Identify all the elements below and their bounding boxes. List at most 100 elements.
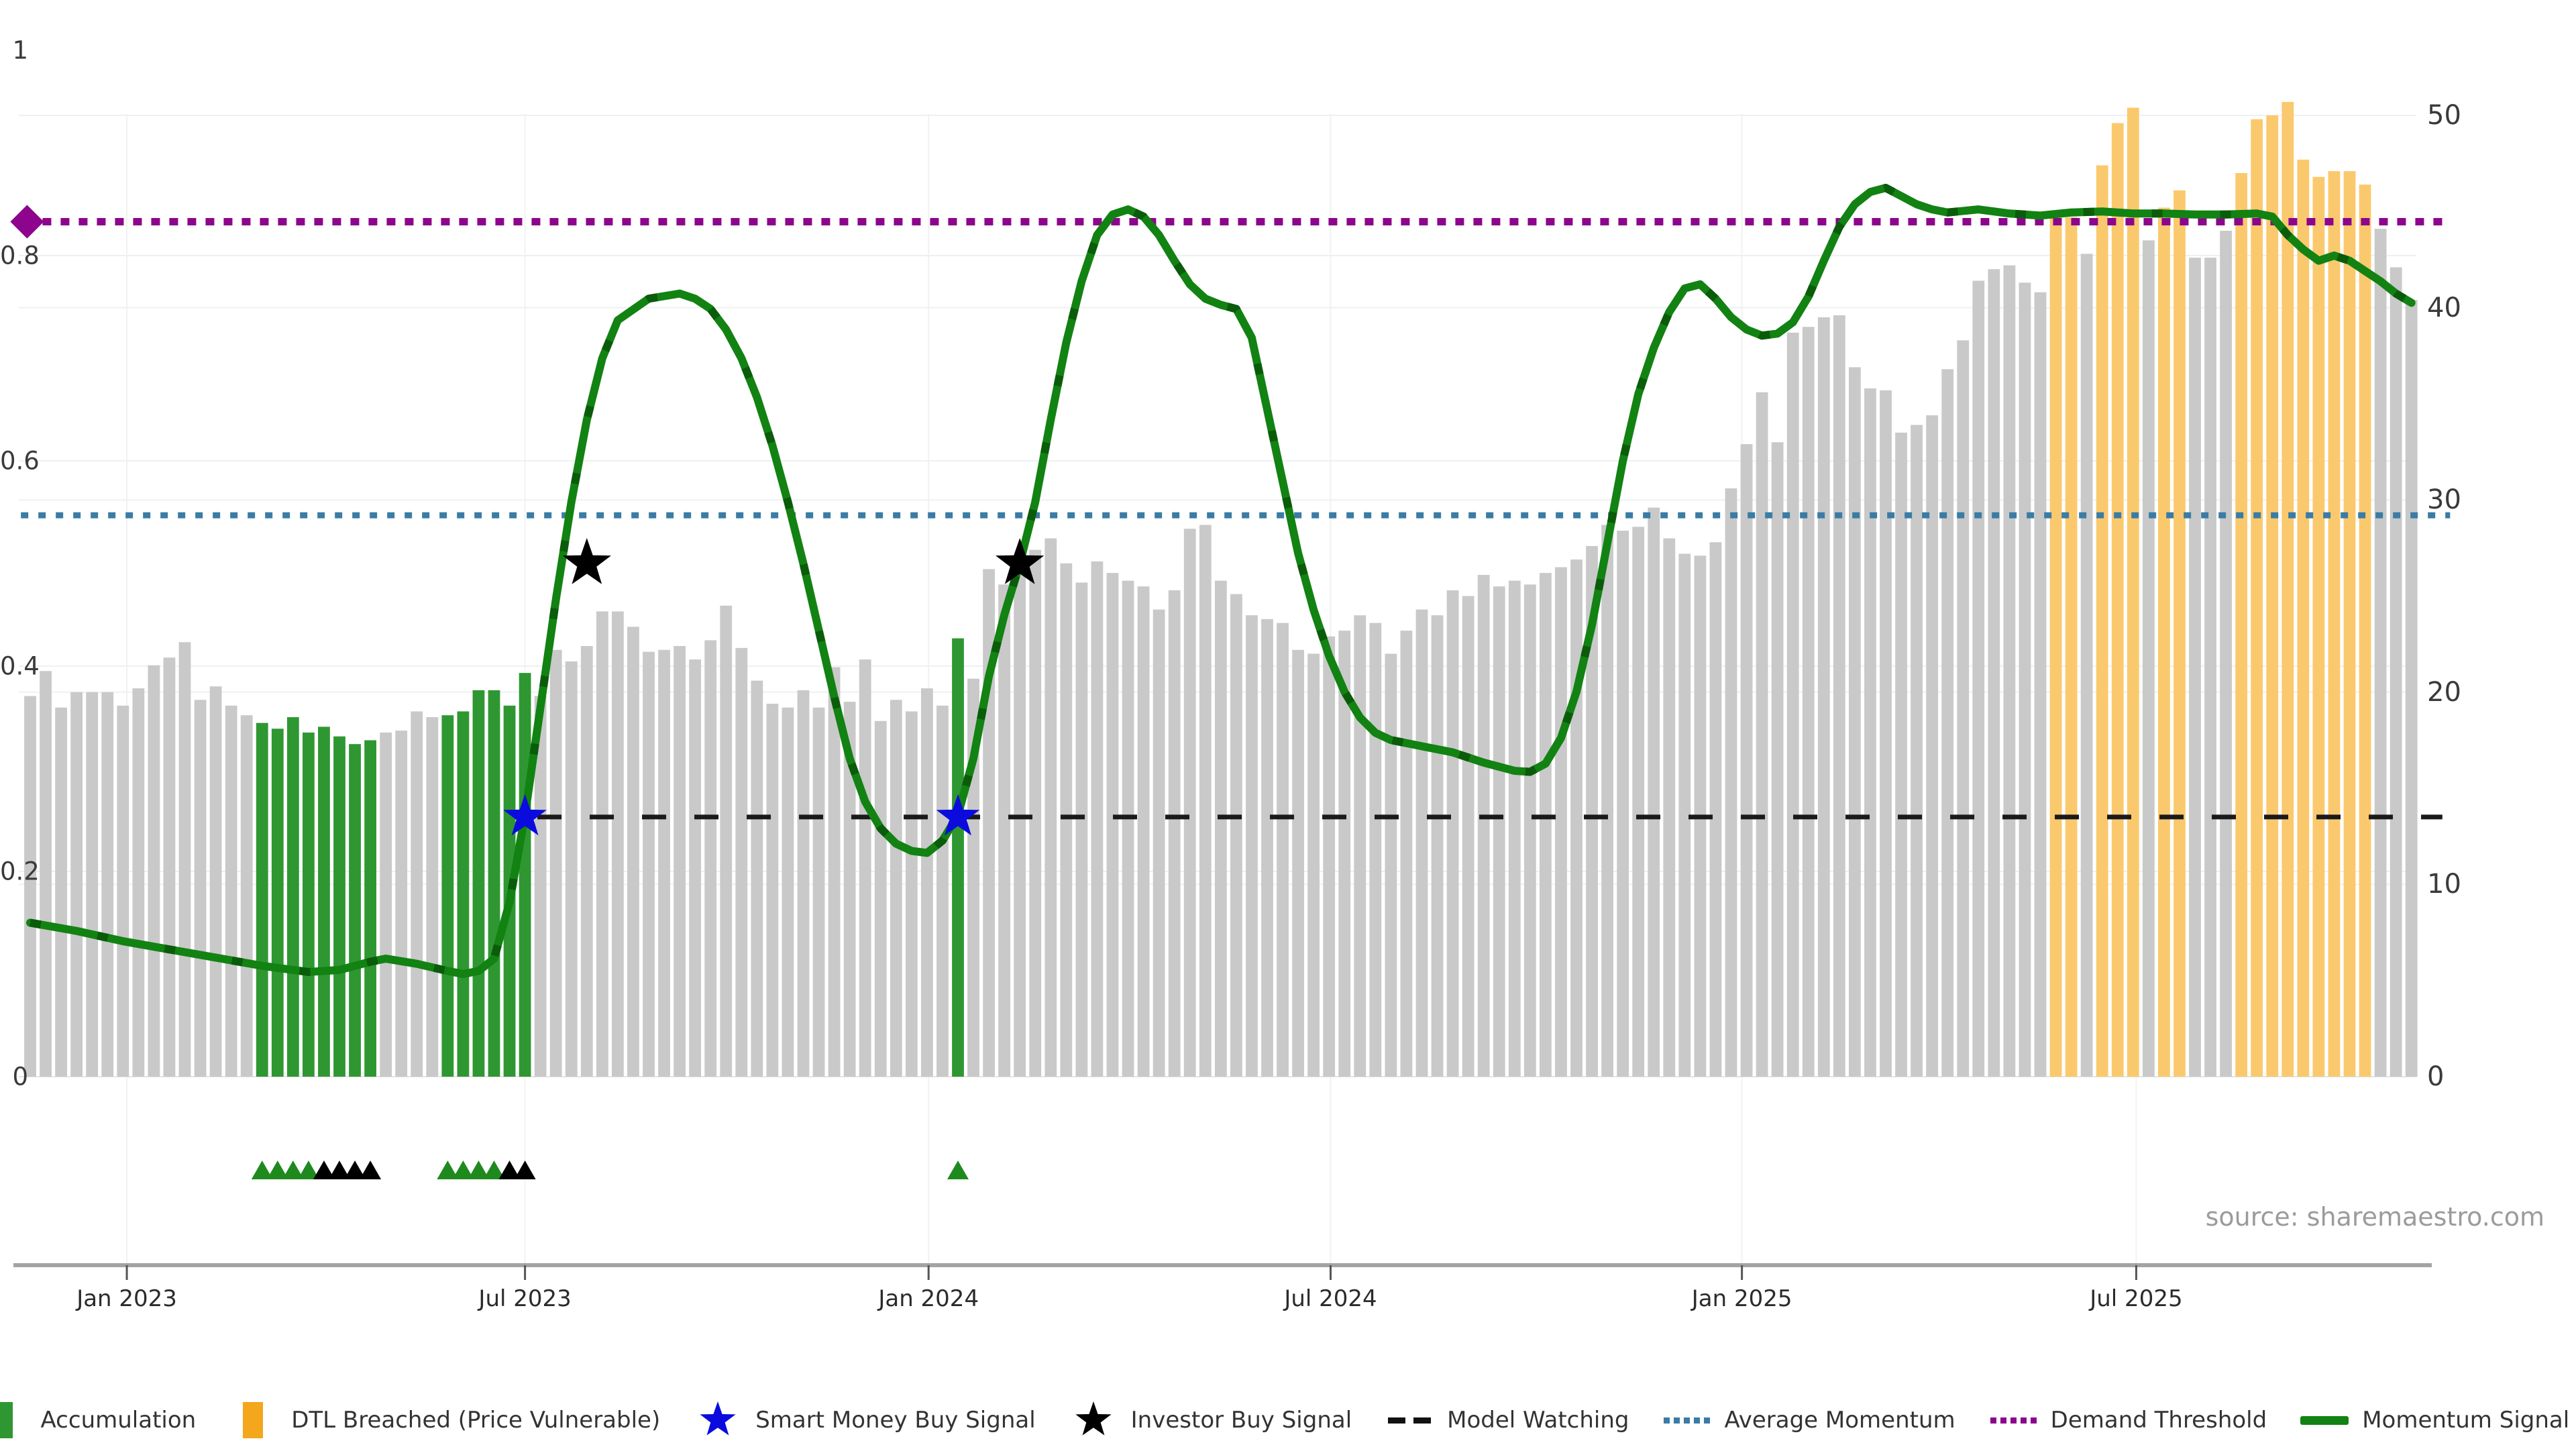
bar-close-price: [2405, 300, 2418, 1077]
accumulation-triangle-black: [498, 1161, 521, 1179]
bar-close-price: [178, 642, 191, 1077]
bar-close-price: [380, 732, 392, 1077]
accumulation-triangle-green: [251, 1161, 273, 1179]
bar-close-price: [1137, 586, 1150, 1077]
bar-accumulation: [333, 736, 345, 1077]
bar-close-price: [1014, 574, 1026, 1077]
demand-threshold-diamond: [10, 205, 44, 239]
x-axis-tick-label: Jan 2024: [878, 1285, 979, 1312]
y-axis-right-tick-label: 20: [2427, 676, 2461, 708]
bar-close-price: [2189, 258, 2201, 1077]
bar-close-price: [612, 611, 624, 1077]
legend-item-demand-threshold: Demand Threshold: [1986, 1399, 2267, 1442]
bar-close-price: [1957, 340, 1970, 1077]
y-axis-right-tick-label: 0: [2427, 1061, 2445, 1092]
bar-accumulation: [303, 732, 315, 1077]
bar-close-price: [1648, 507, 1660, 1077]
y-axis-right-tick-label: 10: [2427, 869, 2461, 900]
accumulation-triangle-green: [468, 1161, 490, 1179]
bar-close-price: [86, 692, 99, 1077]
bar-close-price: [1152, 609, 1165, 1077]
smart-money-buy-star: [503, 794, 547, 836]
bar-close-price: [1817, 317, 1830, 1077]
accumulation-triangle-green: [483, 1161, 505, 1179]
x-axis-tick-label: Jul 2024: [1284, 1285, 1377, 1312]
y-axis-right-tick-label: 50: [2427, 100, 2461, 131]
bar-close-price: [1941, 369, 1954, 1077]
bar-close-price: [1756, 392, 1768, 1077]
bar-accumulation: [519, 673, 531, 1077]
bar-close-price: [1586, 545, 1598, 1077]
bar-close-price: [1663, 538, 1676, 1077]
bar-close-price: [534, 696, 547, 1077]
bar-close-price: [1369, 623, 1382, 1077]
bar-close-price: [1044, 538, 1057, 1077]
bar-accumulation: [488, 690, 500, 1077]
star-swatch-icon: [700, 1401, 736, 1436]
bar-dtl-breached: [2065, 217, 2078, 1077]
bar-close-price: [1431, 615, 1444, 1077]
bar-close-price: [797, 690, 810, 1077]
bar-close-price: [24, 696, 36, 1077]
legend: Close PriceAccumulationDTL Breached (Pri…: [0, 1399, 2576, 1442]
dots-swatch-icon: [1990, 1417, 2037, 1424]
bar-close-price: [1277, 623, 1289, 1077]
bar-dtl-breached: [2049, 215, 2062, 1077]
bar-close-price: [1864, 388, 1876, 1077]
legend-label: Momentum Signal: [2362, 1407, 2570, 1434]
source-note: source: sharemaestro.com: [2205, 1202, 2544, 1232]
legend-label: Smart Money Buy Signal: [755, 1407, 1036, 1434]
bar-dtl-breached: [2266, 115, 2279, 1077]
bar-close-price: [1292, 649, 1304, 1077]
x-axis-tick-label: Jul 2025: [2090, 1285, 2183, 1312]
bar-close-price: [890, 700, 902, 1077]
bar-close-price: [194, 700, 207, 1077]
bar-close-price: [1880, 390, 1892, 1077]
bar-accumulation: [457, 711, 470, 1077]
bar-dtl-breached: [2297, 159, 2310, 1077]
bar-close-price: [40, 671, 52, 1077]
bar-close-price: [921, 688, 933, 1077]
bar-close-price: [1462, 596, 1474, 1077]
bar-close-price: [2204, 258, 2216, 1077]
bar-close-price: [627, 627, 639, 1077]
bar-close-price: [1354, 615, 1366, 1077]
bar-close-price: [2003, 265, 2016, 1077]
bar-close-price: [751, 680, 763, 1077]
legend-label: DTL Breached (Price Vulnerable): [291, 1407, 661, 1434]
investor-buy-star: [996, 538, 1044, 584]
bar-dtl-breached: [2127, 107, 2139, 1077]
bar-close-price: [2080, 254, 2093, 1077]
bar-close-price: [1725, 488, 1737, 1077]
legend-item-investor-buy-signal: Investor Buy Signal: [1067, 1399, 1352, 1442]
legend-label: Accumulation: [40, 1407, 197, 1434]
bar-swatch-icon: [0, 1402, 13, 1438]
accumulation-triangle-green: [947, 1161, 969, 1179]
bar-close-price: [240, 715, 253, 1077]
bar-close-price: [225, 705, 237, 1077]
bar-close-price: [70, 692, 83, 1077]
bar-close-price: [1230, 594, 1242, 1077]
bar-close-price: [1415, 609, 1428, 1077]
bar-dtl-breached: [2158, 207, 2170, 1077]
bar-close-price: [1972, 280, 1985, 1077]
legend-item-accumulation: Accumulation: [0, 1399, 196, 1442]
bar-close-price: [1060, 563, 1073, 1077]
bar-close-price: [1385, 653, 1397, 1077]
bar-close-price: [1446, 590, 1459, 1077]
accumulation-triangle-green: [282, 1161, 304, 1179]
bar-close-price: [1246, 615, 1258, 1077]
bar-accumulation: [256, 722, 268, 1077]
x-axis-tick-label: Jan 2025: [1691, 1285, 1792, 1312]
bar-close-price: [1307, 653, 1320, 1077]
bar-close-price: [1926, 415, 1939, 1077]
legend-item-model-watching: Model Watching: [1383, 1399, 1629, 1442]
bar-close-price: [1802, 327, 1815, 1077]
dots-swatch-icon: [1664, 1417, 1711, 1424]
bar-close-price: [2220, 230, 2232, 1077]
bar-dtl-breached: [2096, 165, 2108, 1077]
bar-accumulation: [472, 690, 485, 1077]
bar-close-price: [580, 646, 593, 1077]
accumulation-triangle-black: [329, 1161, 350, 1179]
bar-close-price: [596, 611, 608, 1077]
